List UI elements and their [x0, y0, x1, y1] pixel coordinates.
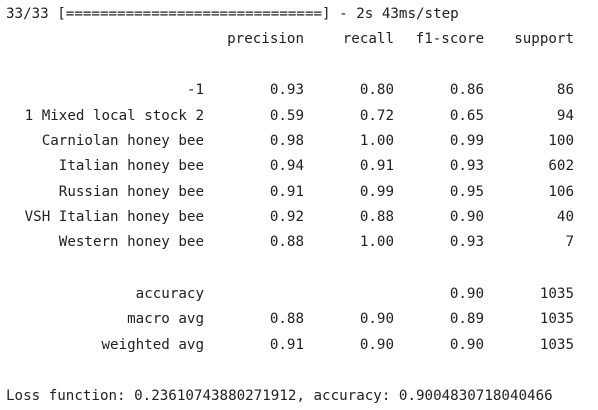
summary-recall: 0.90 — [304, 309, 394, 329]
row-recall: 0.88 — [304, 207, 394, 227]
row-f1-score: 0.95 — [394, 182, 484, 202]
row-f1-score: 0.99 — [394, 131, 484, 151]
summary-label: macro avg — [0, 309, 204, 329]
summary-f1-score: 0.90 — [394, 335, 484, 355]
progress-line: 33/33 [==============================] -… — [6, 4, 459, 24]
header-recall: recall — [304, 29, 394, 49]
summary-precision: 0.88 — [204, 309, 304, 329]
row-recall: 0.72 — [304, 106, 394, 126]
row-support: 100 — [484, 131, 574, 151]
summary-f1-score: 0.89 — [394, 309, 484, 329]
row-support: 106 — [484, 182, 574, 202]
row-label: Russian honey bee — [0, 182, 204, 202]
row-f1-score: 0.93 — [394, 156, 484, 176]
summary-precision: 0.91 — [204, 335, 304, 355]
summary-support: 1035 — [484, 335, 574, 355]
loss-accuracy-line: Loss function: 0.23610743880271912, accu… — [6, 386, 553, 406]
row-precision: 0.59 — [204, 106, 304, 126]
row-support: 7 — [484, 232, 574, 252]
row-label: 1 Mixed local stock 2 — [0, 106, 204, 126]
row-recall: 1.00 — [304, 232, 394, 252]
row-f1-score: 0.90 — [394, 207, 484, 227]
row-precision: 0.94 — [204, 156, 304, 176]
row-support: 94 — [484, 106, 574, 126]
summary-recall: 0.90 — [304, 335, 394, 355]
summary-support: 1035 — [484, 284, 574, 304]
row-label: -1 — [0, 80, 204, 100]
summary-label: accuracy — [0, 284, 204, 304]
row-precision: 0.93 — [204, 80, 304, 100]
summary-recall — [304, 284, 394, 304]
row-recall: 0.99 — [304, 182, 394, 202]
row-f1-score: 0.93 — [394, 232, 484, 252]
header-support: support — [484, 29, 574, 49]
row-f1-score: 0.65 — [394, 106, 484, 126]
row-label: VSH Italian honey bee — [0, 207, 204, 227]
row-precision: 0.98 — [204, 131, 304, 151]
row-f1-score: 0.86 — [394, 80, 484, 100]
row-recall: 1.00 — [304, 131, 394, 151]
row-label: Carniolan honey bee — [0, 131, 204, 151]
summary-support: 1035 — [484, 309, 574, 329]
row-label: Italian honey bee — [0, 156, 204, 176]
row-precision: 0.88 — [204, 232, 304, 252]
header-f1-score: f1-score — [394, 29, 484, 49]
summary-label: weighted avg — [0, 335, 204, 355]
row-support: 40 — [484, 207, 574, 227]
row-precision: 0.92 — [204, 207, 304, 227]
row-label: Western honey bee — [0, 232, 204, 252]
row-recall: 0.91 — [304, 156, 394, 176]
row-support: 86 — [484, 80, 574, 100]
summary-f1-score: 0.90 — [394, 284, 484, 304]
row-support: 602 — [484, 156, 574, 176]
row-recall: 0.80 — [304, 80, 394, 100]
row-precision: 0.91 — [204, 182, 304, 202]
summary-precision — [204, 284, 304, 304]
header-precision: precision — [204, 29, 304, 49]
